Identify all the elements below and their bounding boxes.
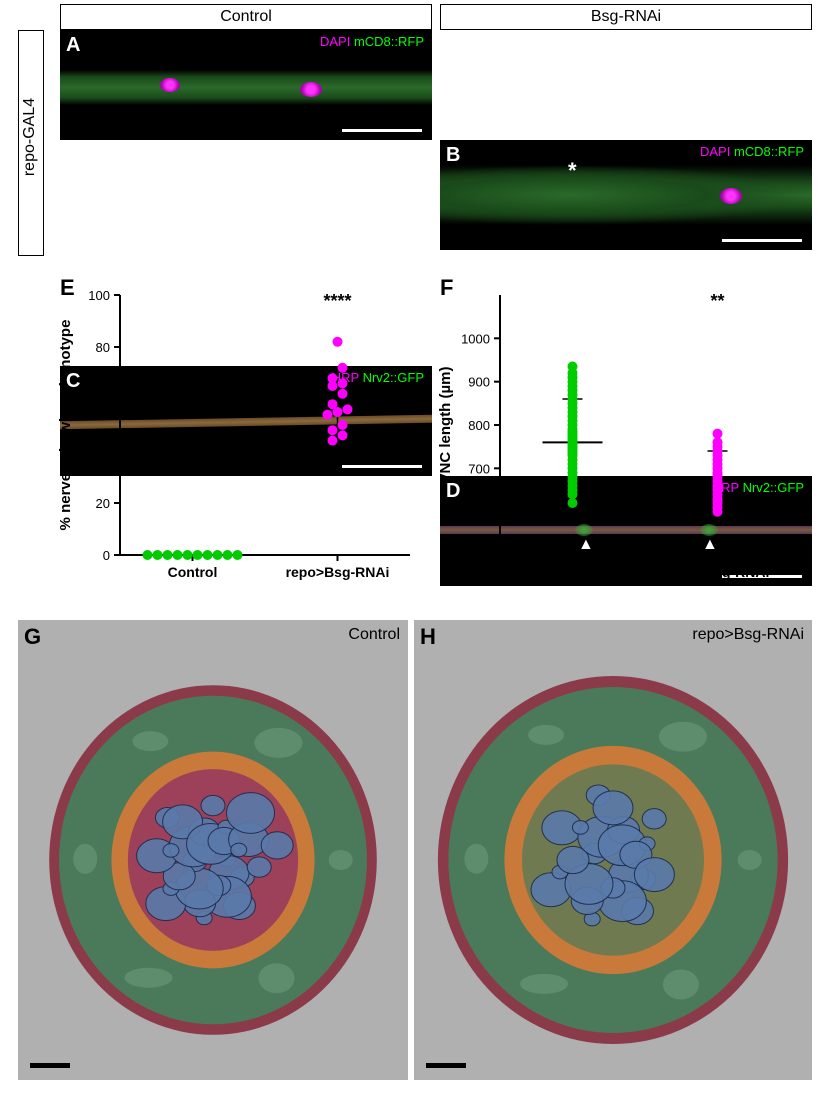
chart-f: F 600 700 800 900 1000 Control repo>Bsg-RNAi VN… xyxy=(430,275,810,605)
label-dapi: DAPI xyxy=(320,34,350,49)
scale-bar xyxy=(722,239,802,242)
svg-text:Control: Control xyxy=(548,564,598,580)
nucleus xyxy=(720,188,742,204)
panel-letter-d: D xyxy=(446,480,460,503)
svg-text:40: 40 xyxy=(96,444,110,459)
header-bsg-rnai: Bsg-RNAi xyxy=(440,4,812,30)
label-hrp: HRP xyxy=(332,370,359,385)
svg-text:**: ** xyxy=(710,291,724,311)
svg-text:****: **** xyxy=(323,291,351,311)
panel-a: A DAPI mCD8::RFP xyxy=(60,30,432,140)
panel-letter-f: F xyxy=(440,275,453,301)
em-cross-section xyxy=(18,620,408,1080)
panel-d-label: HRP Nrv2::GFP xyxy=(712,480,804,495)
em-cross-section xyxy=(414,620,812,1080)
nerve-swelling xyxy=(440,165,812,225)
svg-text:Control: Control xyxy=(168,564,218,580)
panel-letter-e: E xyxy=(60,275,75,301)
panel-letter-h: H xyxy=(420,624,436,650)
panel-b-label: DAPI mCD8::RFP xyxy=(700,144,804,159)
scale-bar-em xyxy=(30,1063,70,1068)
svg-text:repo>Bsg-RNAi: repo>Bsg-RNAi xyxy=(666,564,770,580)
panel-letter-g: G xyxy=(24,624,41,650)
scale-bar xyxy=(342,129,422,132)
scale-bar-em xyxy=(426,1063,466,1068)
panel-letter-c: C xyxy=(66,370,80,393)
label-hrp: HRP xyxy=(712,480,739,495)
panel-h: H repo>Bsg-RNAi xyxy=(414,620,812,1080)
asterisk-marker: * xyxy=(568,158,577,184)
label-nrv2-gfp: Nrv2::GFP xyxy=(743,480,804,495)
svg-text:900: 900 xyxy=(468,375,490,390)
svg-text:1000: 1000 xyxy=(461,331,490,346)
svg-text:700: 700 xyxy=(468,461,490,476)
svg-text:% nerves showing phenotype: % nerves showing phenotype xyxy=(57,320,74,531)
label-nrv2-gfp: Nrv2::GFP xyxy=(363,370,424,385)
label-dapi: DAPI xyxy=(700,144,730,159)
panel-c-label: HRP Nrv2::GFP xyxy=(332,370,424,385)
header-control: Control xyxy=(60,4,432,30)
side-label-box xyxy=(18,30,44,256)
svg-text:0: 0 xyxy=(103,548,110,563)
panel-letter-a: A xyxy=(66,34,80,57)
nucleus xyxy=(160,78,180,92)
nucleus xyxy=(300,82,322,97)
panel-g-corner: Control xyxy=(348,626,400,644)
svg-text:repo>Bsg-RNAi: repo>Bsg-RNAi xyxy=(286,564,390,580)
label-mcd8-rfp: mCD8::RFP xyxy=(734,144,804,159)
svg-text:80: 80 xyxy=(96,340,110,355)
chart-f-svg: 600 700 800 900 1000 Control repo>Bsg-RNAi VNC … xyxy=(430,275,810,605)
svg-text:100: 100 xyxy=(88,288,110,303)
nerve-line xyxy=(60,70,432,105)
svg-text:600: 600 xyxy=(468,505,490,520)
panel-b: B DAPI mCD8::RFP * xyxy=(440,140,812,250)
panel-a-label: DAPI mCD8::RFP xyxy=(320,34,424,49)
label-mcd8-rfp: mCD8::RFP xyxy=(354,34,424,49)
panel-g: G Control xyxy=(18,620,408,1080)
svg-text:800: 800 xyxy=(468,418,490,433)
panel-letter-b: B xyxy=(446,144,460,167)
chart-e-svg: 0 20 40 60 80 100 Control repo>Bsg-RNAi % nerves… xyxy=(50,275,430,605)
svg-text:60: 60 xyxy=(96,392,110,407)
svg-text:VNC length (µm): VNC length (µm) xyxy=(437,367,454,484)
chart-e: E 0 20 40 60 80 100 Control repo>Bsg-RNAi % nerv… xyxy=(50,275,430,605)
panel-h-corner: repo>Bsg-RNAi xyxy=(692,626,804,644)
svg-text:20: 20 xyxy=(96,496,110,511)
